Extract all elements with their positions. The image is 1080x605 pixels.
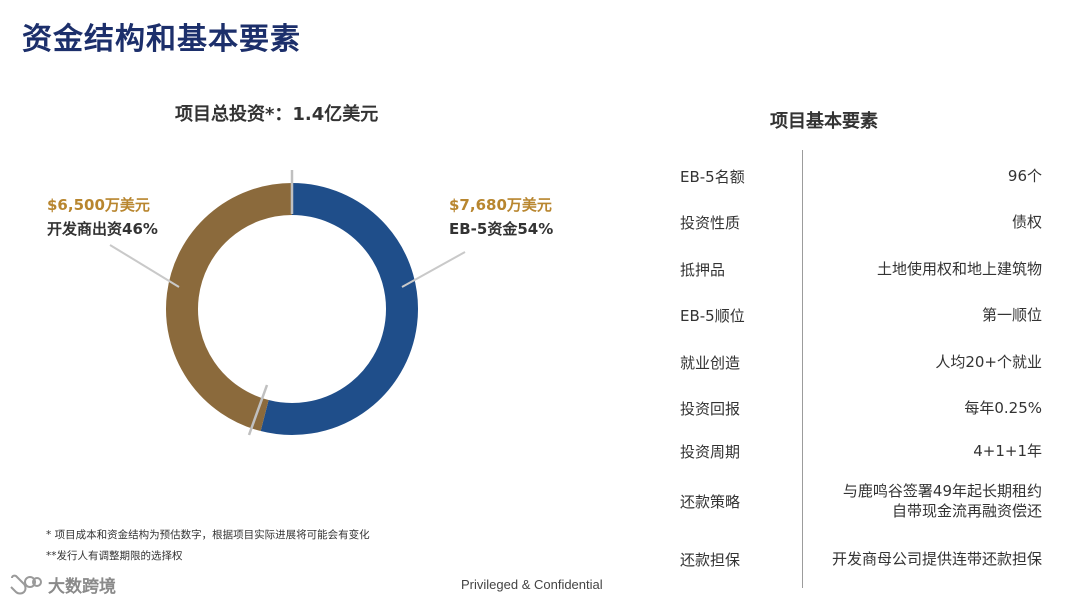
row-value-return: 每年0.25% (964, 399, 1042, 417)
row-label-jobs: 就业创造 (680, 354, 741, 372)
row-value-nature: 债权 (1011, 213, 1042, 231)
row-value-priority: 第一顺位 (981, 306, 1042, 324)
callout-eb5: $7,680万美元 EB-5资金54% (449, 193, 553, 241)
row-label-priority: EB-5顺位 (680, 307, 745, 325)
watermark: 大数跨境 (8, 572, 116, 597)
donut-slice-eb5 (260, 183, 418, 435)
table-title: 项目基本要素 (770, 111, 878, 132)
donut-slice-developer (166, 183, 293, 432)
row-label-period: 投资周期 (680, 443, 741, 461)
row-label-repayment: 还款策略 (680, 493, 741, 511)
row-value-jobs: 人均20+个就业 (935, 353, 1042, 371)
table-divider (802, 150, 803, 588)
chart-title: 项目总投资*：1.4亿美元 (175, 104, 379, 125)
row-label-guarantee: 还款担保 (680, 551, 741, 569)
confidential-note: Privileged & Confidential (461, 577, 603, 592)
row-value-repayment: 与鹿鸣谷签署49年起长期租约 (842, 482, 1042, 500)
watermark-text: 大数跨境 (48, 577, 116, 597)
row-value-repayment-line2: 自带现金流再融资偿还 (891, 502, 1042, 520)
callout-developer: $6,500万美元 开发商出资46% (47, 193, 158, 241)
row-value-collateral: 土地使用权和地上建筑物 (876, 260, 1042, 278)
row-label-collateral: 抵押品 (680, 261, 726, 279)
footnote-cost: * 项目成本和资金结构为预估数字，根据项目实际进展将可能会有变化 (46, 529, 370, 541)
callout-developer-label: 开发商出资46% (47, 220, 158, 238)
row-value-guarantee: 开发商母公司提供连带还款担保 (831, 550, 1042, 568)
row-value-period: 4+1+1年 (973, 442, 1042, 460)
leader-line-developer (109, 244, 180, 288)
callout-developer-amount: $6,500万美元 (47, 196, 150, 214)
callout-eb5-amount: $7,680万美元 (449, 196, 552, 214)
bottom-tick (247, 384, 269, 436)
footnote-term: **发行人有调整期限的选择权 (46, 550, 183, 562)
row-label-return: 投资回报 (680, 400, 741, 418)
row-value-quota: 96个 (1007, 167, 1042, 185)
row-label-nature: 投资性质 (680, 214, 741, 232)
donut-chart (109, 170, 466, 436)
leader-line-eb5 (401, 251, 466, 288)
watermark-logo-icon (10, 574, 42, 594)
page-title: 资金结构和基本要素 (22, 22, 301, 57)
callout-eb5-label: EB-5资金54% (449, 220, 554, 238)
row-label-quota: EB-5名额 (680, 168, 745, 186)
